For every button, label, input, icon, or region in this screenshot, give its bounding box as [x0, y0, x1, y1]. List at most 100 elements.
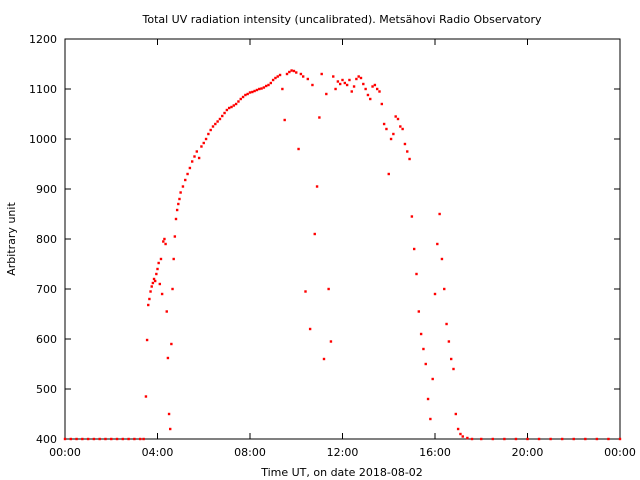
data-point: [343, 81, 347, 85]
data-point: [258, 87, 261, 91]
x-tick-label: 08:00: [234, 446, 266, 459]
data-point: [378, 90, 381, 93]
data-point: [144, 395, 148, 398]
data-point: [170, 342, 173, 346]
data-point: [329, 340, 333, 343]
data-point: [285, 72, 289, 76]
data-point: [166, 356, 170, 360]
data-point: [429, 417, 432, 421]
data-point: [234, 102, 238, 106]
data-point: [595, 437, 599, 441]
data-point: [251, 90, 254, 94]
data-point: [419, 332, 423, 336]
data-point: [322, 357, 326, 361]
data-point: [438, 212, 441, 216]
data-point: [153, 279, 157, 283]
data-point: [514, 437, 518, 441]
data-point: [408, 157, 411, 161]
data-point: [195, 150, 199, 153]
data-point: [230, 105, 233, 109]
data-point: [288, 70, 291, 74]
data-point: [181, 185, 185, 188]
data-point: [359, 76, 363, 80]
data-point: [470, 437, 474, 441]
data-point: [369, 97, 372, 101]
data-point: [357, 75, 360, 78]
plot-area: 400 500 600 700 800 900 1000 1100 1200 00:00 04:00…: [29, 33, 636, 459]
data-point: [375, 87, 379, 91]
data-point: [169, 427, 172, 431]
data-point: [186, 172, 189, 176]
data-point: [341, 78, 344, 82]
data-point: [572, 437, 575, 441]
data-point: [197, 156, 201, 160]
x-tick-label: 16:00: [419, 446, 451, 459]
data-point: [239, 97, 242, 101]
data-point: [318, 116, 321, 119]
data-point: [491, 437, 495, 441]
data-point: [417, 310, 421, 313]
data-point: [461, 435, 464, 438]
data-point: [227, 106, 231, 110]
data-point: [445, 322, 448, 326]
data-point: [75, 437, 78, 441]
data-point: [459, 432, 462, 436]
data-point: [373, 83, 377, 87]
data-point: [262, 86, 266, 89]
data-point: [364, 87, 367, 91]
data-point: [121, 437, 125, 441]
data-point: [223, 111, 226, 115]
y-tick-label: 1100: [29, 83, 57, 96]
data-point: [526, 437, 529, 441]
x-tick-label: 00:00: [604, 446, 636, 459]
data-point: [98, 437, 101, 441]
data-point: [311, 83, 314, 87]
data-point: [371, 85, 374, 88]
data-point: [145, 338, 149, 342]
data-point: [412, 247, 416, 251]
data-point: [152, 277, 156, 281]
data-point: [241, 95, 245, 99]
data-point: [138, 437, 142, 441]
data-point: [299, 72, 303, 76]
data-point: [426, 397, 430, 401]
data-point: [218, 117, 222, 121]
data-point: [267, 83, 270, 87]
data-point: [237, 100, 240, 103]
data-point: [133, 437, 136, 441]
data-point: [63, 437, 67, 441]
data-point: [204, 137, 208, 141]
data-point: [244, 93, 247, 97]
data-point: [158, 282, 162, 286]
data-point: [157, 261, 160, 265]
data-point: [618, 437, 622, 441]
data-point: [352, 85, 356, 88]
data-point: [301, 75, 305, 78]
data-point: [387, 172, 390, 176]
data-point: [81, 437, 84, 441]
data-point: [560, 437, 564, 441]
data-point: [362, 82, 365, 86]
data-point: [178, 197, 181, 201]
data-point: [382, 122, 386, 126]
data-point: [456, 427, 460, 431]
data-point: [163, 237, 166, 241]
data-point: [549, 437, 552, 441]
data-point: [69, 437, 72, 441]
data-point: [394, 115, 397, 118]
x-tick-label: 04:00: [142, 446, 174, 459]
data-point: [355, 77, 358, 81]
data-point: [443, 287, 446, 291]
data-point: [406, 150, 409, 153]
data-point: [410, 215, 414, 218]
y-tick-label: 1200: [29, 33, 57, 46]
data-point: [159, 257, 163, 261]
data-point: [232, 104, 236, 107]
data-point: [433, 292, 437, 296]
data-point: [175, 208, 179, 212]
data-point: [334, 87, 337, 91]
data-point: [401, 127, 404, 131]
y-tick-label: 400: [36, 433, 57, 446]
data-point: [327, 287, 330, 291]
data-point: [127, 437, 130, 441]
